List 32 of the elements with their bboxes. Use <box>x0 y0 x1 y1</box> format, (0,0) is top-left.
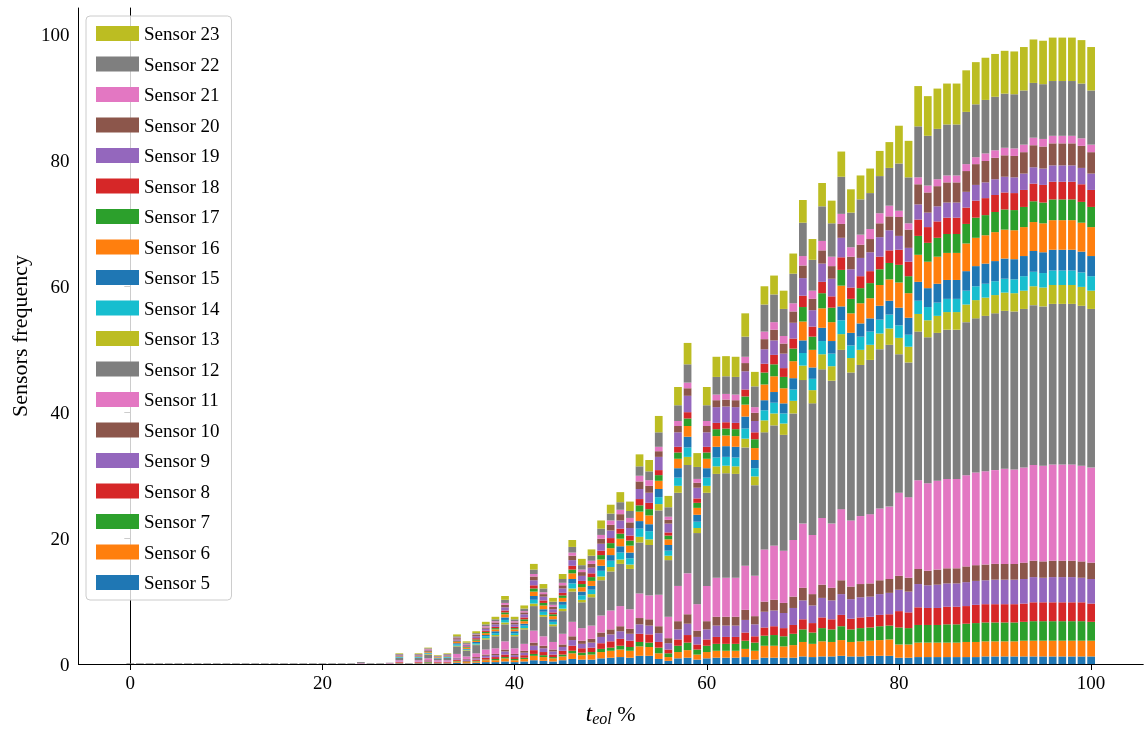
legend-label: Sensor 7 <box>144 511 210 532</box>
y-tick-label: 60 <box>50 275 70 297</box>
legend-label: Sensor 11 <box>144 389 219 410</box>
legend-label: Sensor 12 <box>144 358 220 380</box>
legend-label: Sensor 17 <box>144 206 220 227</box>
y-axis-title: Sensors frequency <box>6 255 32 417</box>
x-tick-label: 80 <box>889 672 909 693</box>
legend-label: Sensor 9 <box>144 450 210 471</box>
legend-label: Sensor 5 <box>144 572 210 593</box>
legend-label: Sensor 22 <box>144 53 220 75</box>
legend-label: Sensor 21 <box>144 84 220 105</box>
legend-label: Sensor 16 <box>144 236 220 258</box>
x-tick-label: 40 <box>505 672 525 693</box>
y-tick-label: 80 <box>50 149 70 171</box>
y-tick-label: 20 <box>50 527 70 549</box>
legend-label: Sensor 6 <box>144 541 210 563</box>
legend-label: Sensor 13 <box>144 328 220 349</box>
legend-label: Sensor 15 <box>144 267 220 288</box>
legend-label: Sensor 23 <box>144 23 220 44</box>
x-tick-label: 20 <box>312 672 332 693</box>
x-tick-label: 60 <box>697 672 717 693</box>
legend-label: Sensor 20 <box>144 114 220 136</box>
legend-label: Sensor 19 <box>144 145 220 166</box>
y-tick-label: 0 <box>59 653 70 675</box>
y-tick-label: 100 <box>40 23 70 45</box>
legend-label: Sensor 14 <box>144 297 220 319</box>
x-tick-label: 100 <box>1076 672 1106 693</box>
x-tick-label: 0 <box>125 672 136 693</box>
legend-label: Sensor 18 <box>144 175 220 197</box>
legend-label: Sensor 10 <box>144 419 220 441</box>
legend-label: Sensor 8 <box>144 480 210 502</box>
y-tick-label: 40 <box>50 401 70 423</box>
